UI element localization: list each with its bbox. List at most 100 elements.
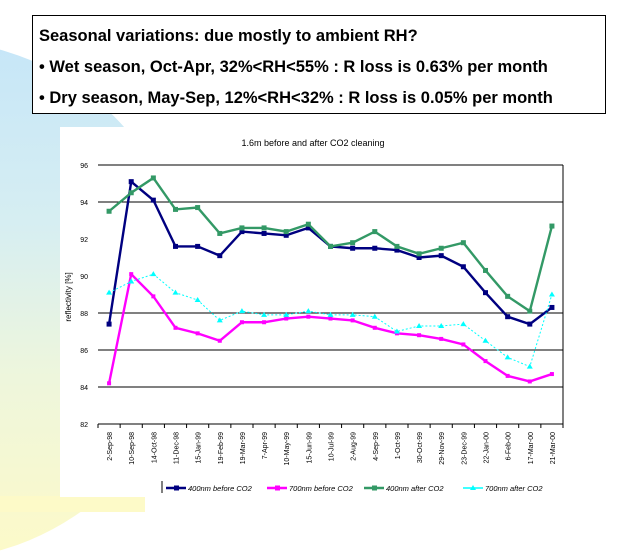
- x-tick-label: 4-Sep-99: [373, 432, 380, 461]
- x-tick-label: 10-Jul-99: [329, 432, 336, 461]
- x-tick-label: 15-Jan-99: [196, 432, 203, 464]
- y-tick-label: 84: [80, 385, 88, 392]
- data-point: [305, 221, 311, 227]
- data-point: [527, 379, 532, 384]
- data-point: [504, 354, 511, 360]
- gridlines: [98, 164, 564, 428]
- x-tick-label: 21-Mar-00: [550, 432, 557, 464]
- data-point: [372, 245, 378, 251]
- data-point: [439, 336, 444, 341]
- series-line-4: [108, 273, 553, 368]
- legend-marker: [372, 485, 377, 491]
- legend: 400nm before CO2 700nm before CO2 400nm af…: [161, 481, 543, 493]
- data-point: [394, 247, 400, 253]
- data-point: [217, 253, 223, 259]
- data-point: [239, 320, 244, 325]
- data-point: [483, 359, 488, 364]
- data-point: [172, 289, 179, 295]
- data-point: [328, 316, 333, 321]
- x-tick-label: 30-Oct-99: [417, 432, 424, 463]
- y-tick-label: 82: [80, 422, 88, 429]
- legend-marker: [470, 485, 476, 490]
- data-point: [482, 337, 489, 343]
- chart-panel: 1.6m before and after CO2 cleaning refle…: [60, 127, 580, 497]
- data-point: [217, 338, 222, 343]
- data-point: [261, 225, 267, 231]
- data-point: [261, 230, 267, 236]
- data-point: [328, 243, 333, 249]
- background-strip: [0, 496, 145, 512]
- data-point: [416, 255, 422, 260]
- data-point: [261, 311, 268, 317]
- data-point: [306, 314, 311, 319]
- data-point: [173, 206, 178, 212]
- data-point: [394, 243, 400, 249]
- data-point: [283, 311, 290, 317]
- x-tick-label: 19-Mar-99: [240, 432, 247, 464]
- y-tick-label: 88: [80, 311, 88, 318]
- summary-heading: Seasonal variations: due mostly to ambie…: [39, 27, 418, 45]
- data-point: [548, 291, 555, 297]
- summary-textbox: Seasonal variations: due mostly to ambie…: [32, 15, 606, 114]
- data-point: [262, 320, 267, 325]
- data-point: [349, 311, 356, 317]
- y-tick-label: 92: [80, 237, 88, 244]
- x-tick-label: 29-Nov-99: [439, 432, 446, 465]
- data-point: [438, 253, 444, 259]
- data-point: [350, 318, 355, 323]
- data-point: [527, 308, 533, 314]
- data-point: [483, 267, 488, 273]
- data-point: [106, 208, 112, 214]
- x-tick-label: 22-Jan-00: [484, 432, 491, 464]
- y-axis-ticks: 82 84 86 88 90 92 94 96: [80, 163, 88, 429]
- legend-label: 700nm after CO2: [485, 484, 543, 493]
- data-point: [549, 304, 555, 310]
- y-tick-label: 86: [80, 348, 88, 355]
- legend-label: 700nm before CO2: [289, 484, 354, 493]
- data-point: [438, 322, 445, 328]
- x-tick-label: 19-Feb-99: [218, 432, 225, 464]
- data-point: [107, 381, 112, 386]
- data-point: [549, 372, 554, 377]
- data-point: [438, 245, 444, 251]
- x-tick-label: 14-Oct-98: [151, 432, 158, 463]
- summary-bullet-dry: • Dry season, May-Sep, 12%<RH<32% : R lo…: [39, 89, 553, 107]
- data-point: [460, 321, 467, 327]
- data-point: [239, 225, 245, 231]
- data-point: [416, 322, 423, 328]
- data-point: [549, 223, 555, 229]
- x-tick-label: 2-Aug-99: [351, 432, 358, 461]
- data-point: [327, 311, 334, 317]
- x-tick-label: 6-Feb-00: [506, 432, 513, 461]
- data-point: [283, 229, 289, 235]
- data-point: [151, 294, 156, 299]
- x-tick-label: 15-Jun-99: [306, 432, 313, 464]
- data-point: [106, 321, 112, 327]
- data-point: [371, 313, 378, 319]
- data-point: [284, 316, 289, 321]
- y-tick-label: 96: [80, 163, 88, 170]
- data-point: [216, 317, 223, 323]
- x-tick-label: 7-Apr-99: [262, 432, 269, 459]
- data-point: [417, 333, 422, 338]
- data-point: [195, 205, 201, 211]
- data-point: [128, 190, 134, 196]
- legend-label: 400nm after CO2: [386, 484, 444, 493]
- data-point: [505, 314, 511, 320]
- x-axis-ticks: 2-Sep-98 10-Sep-98 14-Oct-98 11-Dec-98 15-Ja…: [97, 424, 564, 465]
- legend-marker: [275, 485, 280, 491]
- x-tick-label: 17-Mar-00: [528, 432, 535, 464]
- data-point: [505, 373, 510, 378]
- x-tick-label: 11-Dec-98: [174, 432, 181, 464]
- data-point: [239, 229, 245, 235]
- x-tick-label: 23-Dec-99: [461, 432, 468, 465]
- data-point: [238, 308, 245, 314]
- chart-title: 1.6m before and after CO2 cleaning: [241, 138, 384, 148]
- data-point: [129, 272, 134, 277]
- legend-label: 400nm before CO2: [188, 484, 253, 493]
- data-point: [505, 293, 511, 299]
- data-point: [305, 308, 312, 314]
- data-point: [305, 225, 311, 231]
- data-point: [194, 297, 201, 303]
- y-axis-label: reflectivity [%]: [64, 272, 73, 321]
